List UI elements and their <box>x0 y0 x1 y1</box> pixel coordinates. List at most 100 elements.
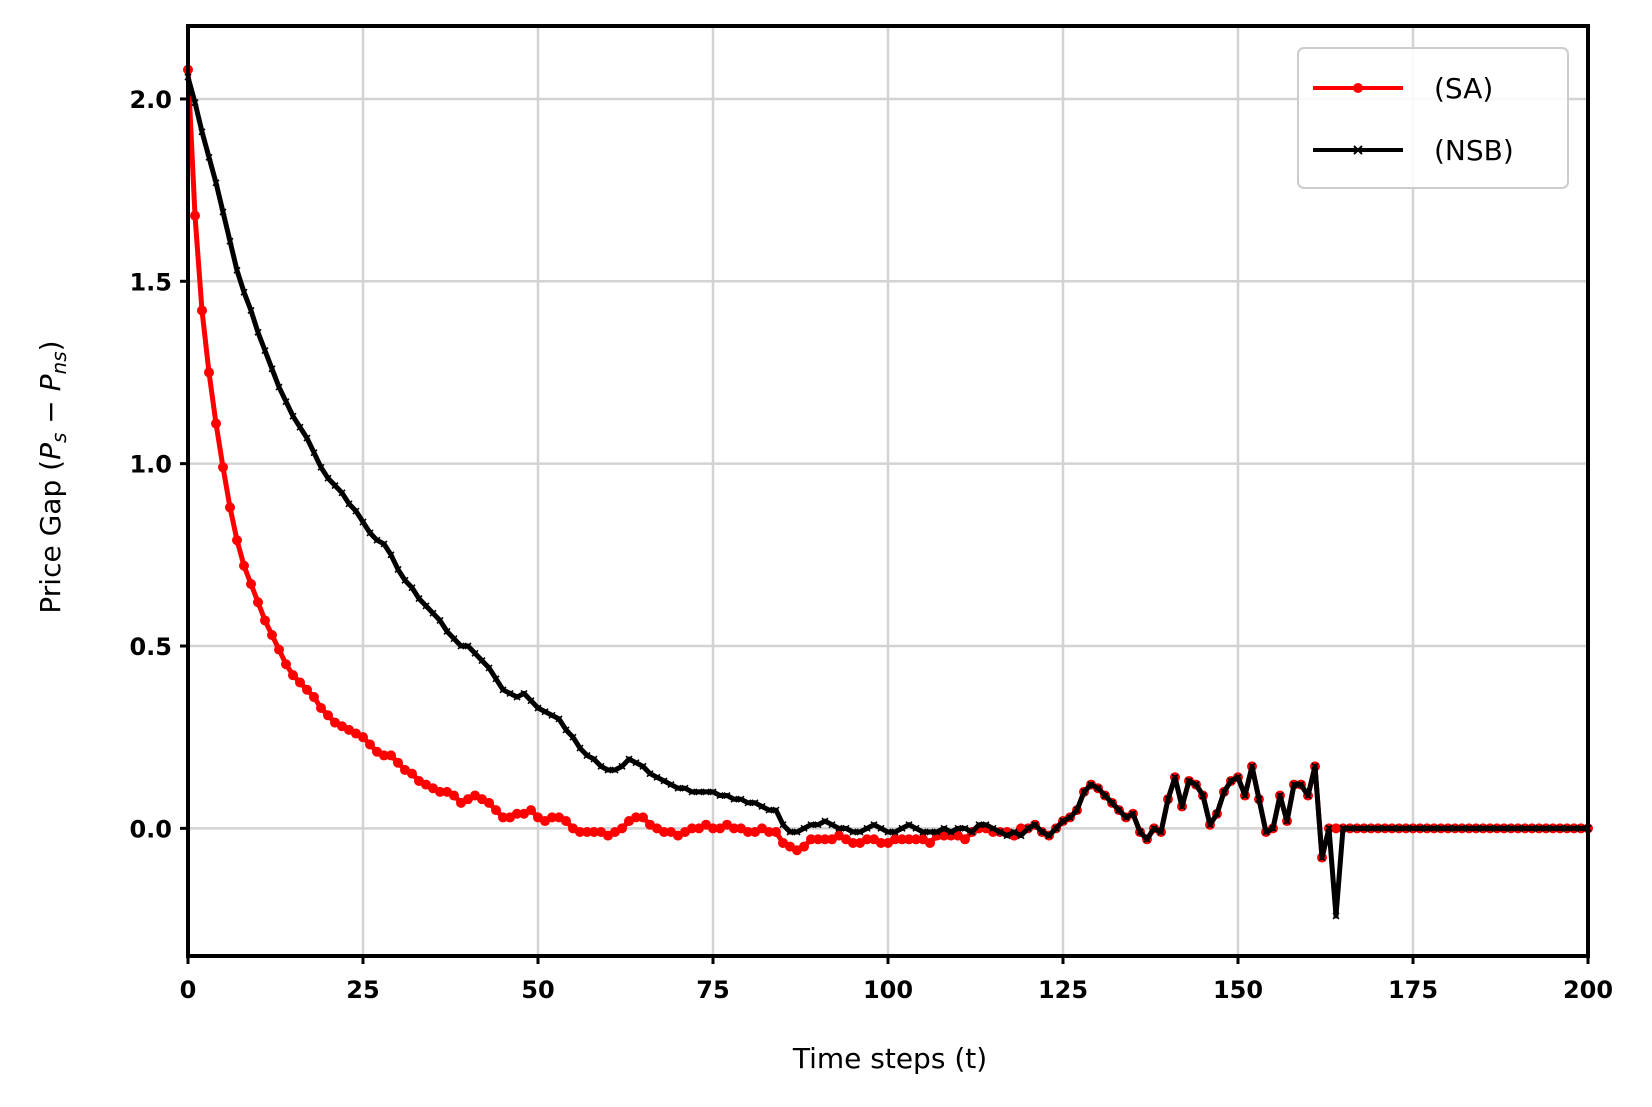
data-point <box>1276 791 1284 800</box>
data-point <box>1234 773 1242 781</box>
data-point <box>302 684 312 695</box>
data-point <box>365 739 375 750</box>
data-point <box>751 799 759 807</box>
legend-sa-marker <box>1353 83 1363 93</box>
data-point <box>743 827 753 837</box>
data-point <box>659 827 669 837</box>
data-point <box>933 828 941 836</box>
data-point <box>484 797 494 808</box>
data-point <box>870 821 878 829</box>
data-point <box>233 266 241 274</box>
data-point <box>197 305 207 316</box>
data-point <box>246 579 256 589</box>
data-point <box>198 128 206 136</box>
data-point <box>1122 813 1130 821</box>
data-point <box>1255 795 1263 803</box>
data-point <box>1451 824 1459 832</box>
data-point <box>464 642 472 650</box>
data-point <box>1227 777 1235 785</box>
data-point <box>947 828 955 836</box>
data-point <box>1304 791 1312 800</box>
data-point <box>1549 824 1557 832</box>
data-point <box>1192 781 1200 789</box>
data-point <box>359 518 367 526</box>
data-point <box>379 750 389 761</box>
data-point <box>1283 817 1291 825</box>
data-point <box>491 805 501 816</box>
data-point <box>660 777 668 785</box>
data-point <box>1115 806 1123 814</box>
data-point <box>856 828 864 836</box>
y-tick-label: 1.0 <box>129 451 172 479</box>
data-point <box>1073 806 1081 814</box>
data-point <box>1094 784 1102 792</box>
data-point <box>1521 824 1529 832</box>
data-point <box>485 664 493 672</box>
data-point <box>225 502 235 513</box>
data-point <box>862 834 872 845</box>
data-point <box>316 703 326 713</box>
data-point <box>1045 832 1053 840</box>
data-point <box>288 670 298 681</box>
data-point <box>716 791 724 800</box>
data-point <box>394 565 402 573</box>
data-point <box>897 834 907 845</box>
data-point <box>1129 810 1137 818</box>
data-point <box>1331 823 1341 834</box>
data-point <box>1290 781 1298 789</box>
data-point <box>771 827 781 837</box>
data-point <box>939 830 949 841</box>
data-point <box>1535 824 1543 832</box>
data-point <box>1038 828 1046 836</box>
data-point <box>820 834 830 845</box>
data-point <box>534 704 542 712</box>
data-point <box>1080 788 1088 796</box>
data-point <box>597 762 605 770</box>
data-point <box>429 609 437 617</box>
data-point <box>975 821 983 829</box>
data-point <box>226 237 234 245</box>
data-point <box>471 649 479 657</box>
data-point <box>1402 824 1410 832</box>
legend-box <box>1297 47 1569 189</box>
data-point <box>1010 828 1018 836</box>
data-point <box>848 837 858 848</box>
data-point <box>218 462 228 473</box>
data-point <box>380 540 388 548</box>
data-point <box>583 751 591 759</box>
data-point <box>498 812 508 823</box>
data-point <box>1493 824 1501 832</box>
data-point <box>253 597 263 608</box>
data-point <box>1136 828 1144 836</box>
data-point <box>569 733 577 741</box>
data-point <box>604 766 612 774</box>
data-point <box>1031 821 1039 829</box>
data-point <box>884 828 892 836</box>
data-point <box>190 210 200 221</box>
data-point <box>239 560 249 571</box>
data-point <box>303 434 311 442</box>
data-point <box>708 823 718 834</box>
data-point <box>898 824 906 832</box>
data-point <box>730 795 738 803</box>
x-tick-label: 150 <box>1213 976 1263 1004</box>
data-point <box>1486 824 1494 832</box>
data-point <box>806 834 816 845</box>
data-point <box>765 806 773 814</box>
data-point <box>358 732 368 743</box>
legend-nsb-marker <box>1353 145 1363 155</box>
data-point <box>1416 824 1424 832</box>
data-point <box>295 677 305 688</box>
data-point <box>1017 832 1025 840</box>
x-tick-label: 0 <box>180 976 197 1004</box>
y-axis-label: Price Gap (Ps − Pns) <box>34 340 71 613</box>
data-point <box>989 824 997 832</box>
data-point <box>667 781 675 789</box>
data-point <box>386 750 396 761</box>
data-point <box>436 616 444 625</box>
data-point <box>1185 777 1193 785</box>
data-point <box>891 828 899 836</box>
data-point <box>575 827 585 837</box>
data-point <box>639 762 647 770</box>
